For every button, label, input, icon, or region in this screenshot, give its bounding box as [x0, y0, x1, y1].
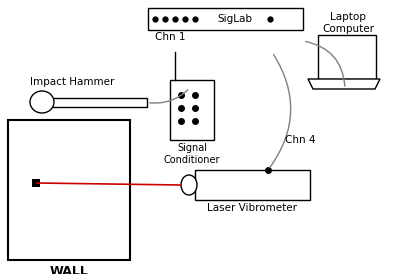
Bar	[318, 35, 376, 79]
Text: Impact Hammer: Impact Hammer	[30, 77, 114, 87]
Text: Chn 4: Chn 4	[285, 135, 315, 145]
Text: Laptop
Computer: Laptop Computer	[322, 12, 374, 34]
Bar	[148, 8, 303, 30]
Bar	[170, 80, 214, 140]
Ellipse shape	[30, 91, 54, 113]
Text: WALL: WALL	[50, 265, 88, 274]
Bar	[52, 98, 147, 107]
Polygon shape	[308, 79, 380, 89]
Bar	[8, 120, 130, 260]
Bar	[32, 179, 40, 187]
Bar	[195, 170, 310, 200]
Text: Signal
Conditioner: Signal Conditioner	[164, 143, 220, 165]
Text: Laser Vibrometer: Laser Vibrometer	[207, 203, 297, 213]
Ellipse shape	[181, 175, 197, 195]
Text: SigLab: SigLab	[217, 14, 252, 24]
Text: Chn 1: Chn 1	[155, 32, 186, 42]
